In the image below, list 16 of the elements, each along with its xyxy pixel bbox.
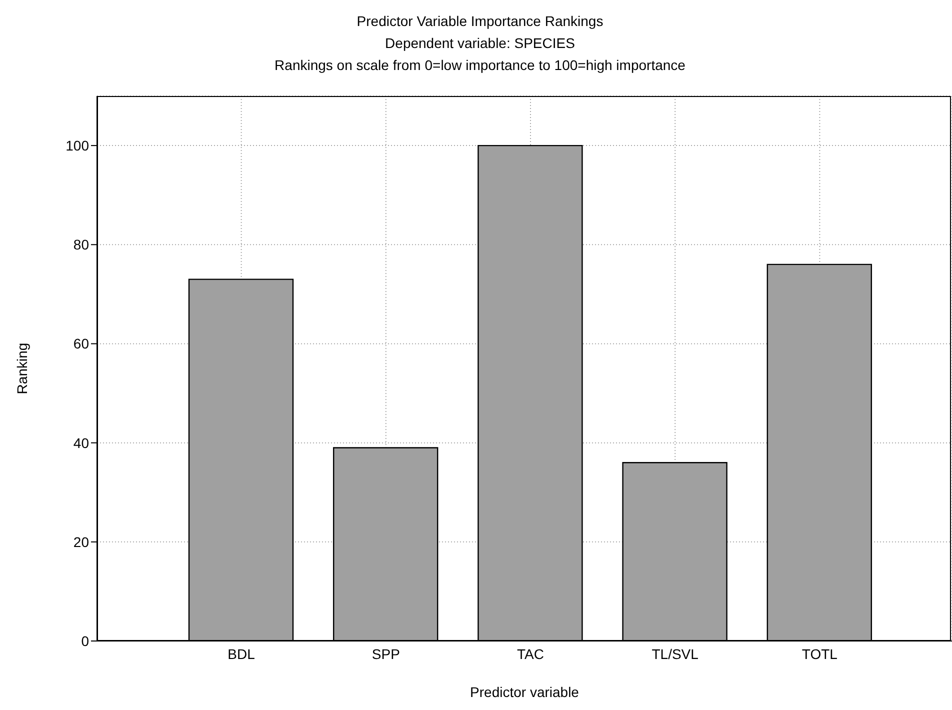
y-tick-label: 0 — [81, 632, 90, 649]
y-tick-label: 20 — [73, 534, 90, 550]
y-tick-label: 40 — [73, 434, 90, 451]
x-tick-label: SPP — [372, 646, 400, 662]
x-tick-label: TOTL — [802, 646, 838, 662]
x-tick-label: TAC — [517, 646, 544, 662]
y-tick-label: 100 — [66, 138, 90, 154]
x-axis-title: Predictor variable — [470, 684, 580, 700]
y-tick-label: 80 — [73, 236, 90, 253]
y-tick-label: 60 — [73, 336, 90, 352]
chart-subtitle: Dependent variable: SPECIES — [384, 34, 576, 53]
chart-title: Predictor Variable Importance Rankings — [356, 12, 604, 31]
x-tick-label: BDL — [228, 646, 256, 662]
text: Rankings on scale from 0=low importance to 100=high importance — [274, 56, 686, 75]
y-axis-title: Ranking — [14, 342, 30, 394]
x-tick-label: TL/SVL — [652, 646, 699, 662]
